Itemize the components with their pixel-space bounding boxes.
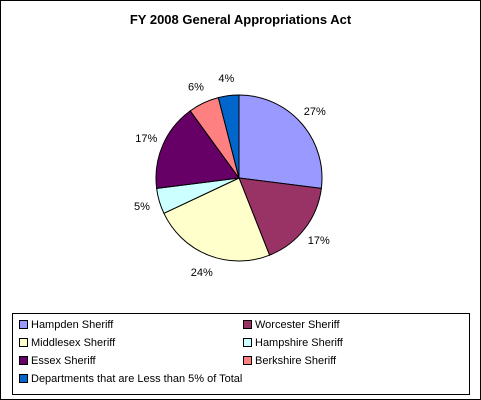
legend-item-hampden-sheriff: Hampden Sheriff bbox=[19, 318, 113, 332]
legend-label: Worcester Sheriff bbox=[255, 319, 340, 331]
legend-item-berkshire-sheriff: Berkshire Sheriff bbox=[243, 354, 336, 368]
slice-label-essex-sheriff: 17% bbox=[135, 133, 157, 145]
slice-label-hampshire-sheriff: 5% bbox=[134, 201, 150, 213]
legend-swatch bbox=[19, 373, 28, 383]
legend-swatch bbox=[243, 355, 252, 365]
pie-slice-hampden-sheriff bbox=[238, 94, 323, 189]
legend-label: Hampshire Sheriff bbox=[255, 337, 343, 349]
legend-item-middlesex-sheriff: Middlesex Sheriff bbox=[19, 336, 115, 350]
slice-label-middlesex-sheriff: 24% bbox=[191, 267, 213, 279]
legend-label: Essex Sheriff bbox=[31, 355, 96, 367]
legend-swatch bbox=[243, 319, 252, 329]
legend-swatch bbox=[19, 355, 28, 365]
legend-swatch bbox=[19, 337, 28, 347]
legend-item-essex-sheriff: Essex Sheriff bbox=[19, 354, 96, 368]
slice-label-berkshire-sheriff: 6% bbox=[188, 82, 204, 94]
slice-label-worcester-sheriff: 17% bbox=[308, 235, 330, 247]
legend-label: Hampden Sheriff bbox=[31, 319, 114, 331]
legend-item-worcester-sheriff: Worcester Sheriff bbox=[243, 318, 340, 332]
legend-item-hampshire-sheriff: Hampshire Sheriff bbox=[243, 336, 343, 350]
pie-slice-worcester-sheriff bbox=[238, 177, 322, 256]
chart-title: FY 2008 General Appropriations Act bbox=[129, 12, 352, 27]
slice-label-departments-that-are-less-than-5-of-total: 4% bbox=[218, 73, 234, 85]
legend-swatch bbox=[243, 337, 252, 347]
pie-chart: 27% 17% 24% 5% 17% 6% 4% bbox=[134, 73, 330, 279]
legend-item-departments-that-are-less-than-5-of-total: Departments that are Less than 5% of Tot… bbox=[19, 372, 242, 386]
legend: Hampden Sheriff Worcester Sheriff Middlese… bbox=[12, 313, 470, 395]
legend-label: Middlesex Sheriff bbox=[31, 337, 116, 349]
pie-slice-middlesex-sheriff bbox=[163, 177, 271, 262]
pie-slice-essex-sheriff bbox=[155, 110, 240, 189]
slice-label-hampden-sheriff: 27% bbox=[304, 106, 326, 118]
legend-label: Berkshire Sheriff bbox=[255, 355, 337, 367]
legend-swatch bbox=[19, 319, 28, 329]
pie-slice-departments-that-are-less-than-5-of-total bbox=[217, 94, 240, 179]
legend-label: Departments that are Less than 5% of Tot… bbox=[31, 373, 243, 385]
